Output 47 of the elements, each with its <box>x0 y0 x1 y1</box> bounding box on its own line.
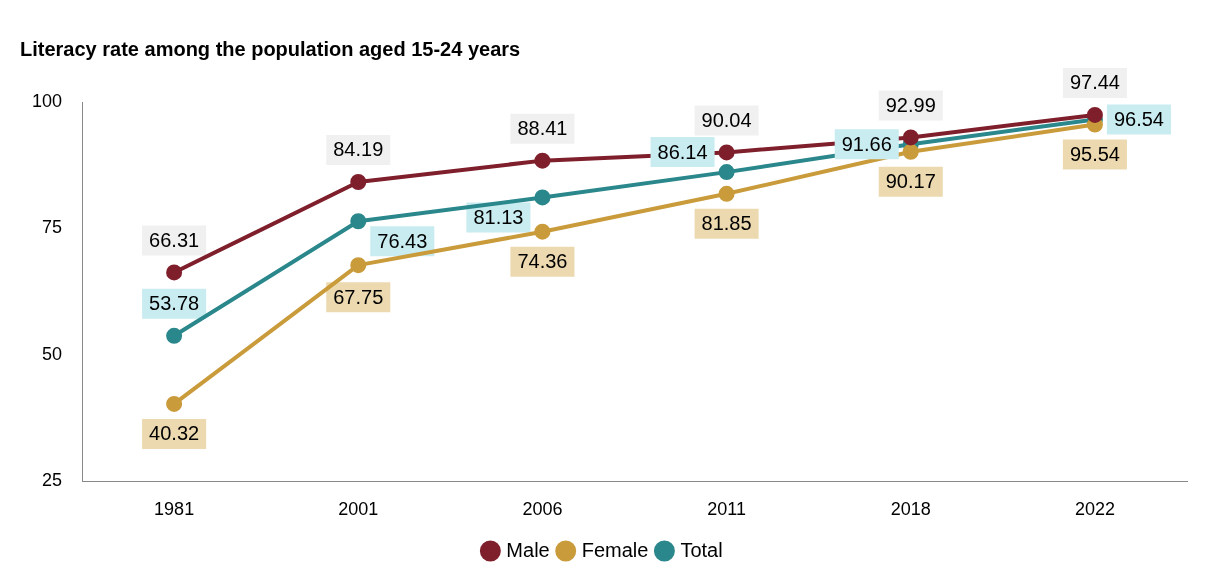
y-tick-label: 75 <box>42 217 63 238</box>
data-label: 66.31 <box>149 228 200 251</box>
legend-label: Total <box>680 538 723 561</box>
data-label: 90.04 <box>701 108 752 131</box>
x-tick-label: 2018 <box>890 499 931 520</box>
data-label: 84.19 <box>333 138 384 161</box>
point <box>902 143 919 160</box>
point <box>534 152 551 169</box>
data-label: 95.54 <box>1069 143 1120 166</box>
point <box>166 264 183 281</box>
data-label: 86.14 <box>657 140 708 163</box>
y-tick-label: 50 <box>42 343 63 364</box>
legend-label: Male <box>506 538 550 561</box>
data-label: 91.66 <box>841 132 892 155</box>
point <box>534 189 551 206</box>
data-label: 88.41 <box>517 117 568 140</box>
point <box>1086 106 1103 123</box>
x-tick-label: 2022 <box>1074 499 1115 520</box>
point <box>718 164 735 181</box>
chart-title: Literacy rate among the population aged 15-24 years <box>20 37 521 60</box>
point <box>718 185 735 202</box>
point <box>166 327 183 344</box>
data-label: 67.75 <box>333 285 384 308</box>
point <box>166 395 183 412</box>
data-label: 74.36 <box>517 250 568 273</box>
point <box>350 213 367 230</box>
data-label: 90.17 <box>885 170 936 193</box>
legend-label: Female <box>581 538 649 561</box>
point <box>718 144 735 161</box>
point <box>350 173 367 190</box>
point <box>350 257 367 274</box>
data-label: 81.85 <box>701 212 752 235</box>
y-tick-label: 100 <box>31 90 63 111</box>
point <box>534 223 551 240</box>
data-label: 40.32 <box>149 422 200 445</box>
point <box>902 129 919 146</box>
data-label: 97.44 <box>1069 71 1120 94</box>
data-label: 81.13 <box>473 205 524 228</box>
data-label: 76.43 <box>377 229 428 252</box>
x-tick-label: 1981 <box>154 499 195 520</box>
data-label: 96.54 <box>1113 108 1164 131</box>
data-label: 53.78 <box>149 292 200 315</box>
x-tick-label: 2001 <box>338 499 379 520</box>
x-tick-label: 2006 <box>522 499 563 520</box>
x-tick-label: 2011 <box>707 499 746 520</box>
data-label: 92.99 <box>885 93 936 116</box>
y-tick-label: 25 <box>42 470 63 491</box>
